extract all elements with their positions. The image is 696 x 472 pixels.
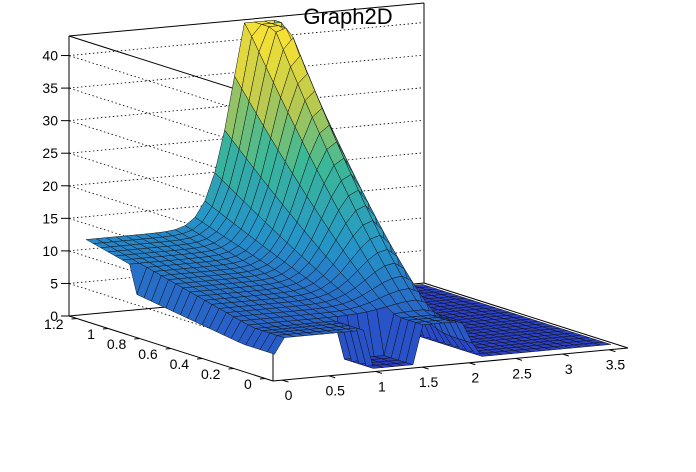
x-tick-label: 2.5 xyxy=(512,365,532,381)
x-tick-label: 3 xyxy=(565,361,573,377)
x-tick-label: 3.5 xyxy=(606,357,626,373)
z-tick-label: 5 xyxy=(50,275,58,291)
y-tick-label: 1 xyxy=(87,326,95,342)
z-tick-label: 40 xyxy=(42,48,58,64)
y-tick-label: 0 xyxy=(244,376,252,392)
box-edge xyxy=(68,2,425,37)
x-tick xyxy=(609,349,616,353)
z-tick-label: 15 xyxy=(42,210,58,226)
x-tick xyxy=(515,357,523,361)
x-tick xyxy=(328,375,336,379)
x-tick-label: 1.5 xyxy=(419,374,439,390)
grid-line-back xyxy=(68,87,425,122)
x-tick xyxy=(422,366,429,370)
surface-mesh xyxy=(85,19,611,369)
z-tick-label: 35 xyxy=(42,80,58,96)
y-tick-label: 1.2 xyxy=(44,316,64,332)
x-tick xyxy=(282,379,289,383)
grid-line-back xyxy=(68,22,425,56)
x-tick-label: 0.5 xyxy=(325,383,345,399)
x-tick-label: 2 xyxy=(471,370,479,386)
y-tick-label: 0.2 xyxy=(201,366,221,382)
z-tick-label: 10 xyxy=(42,243,58,259)
x-tick xyxy=(562,353,569,357)
box-edge xyxy=(272,347,629,382)
x-tick-label: 1 xyxy=(378,378,386,394)
x-tick xyxy=(375,370,383,374)
z-tick-label: 25 xyxy=(42,145,58,161)
y-tick-label: 0.8 xyxy=(107,336,127,352)
z-tick-label: 30 xyxy=(42,113,58,129)
x-tick-label: 0 xyxy=(285,387,293,403)
grid-line-back xyxy=(68,152,425,187)
grid-line-back xyxy=(68,54,425,89)
surface-cell xyxy=(593,341,611,346)
grid-line-back xyxy=(68,119,425,154)
y-tick-label: 0.6 xyxy=(138,346,158,362)
chart-title: Graph2D xyxy=(303,4,393,29)
front-frame xyxy=(272,282,629,382)
z-tick-label: 20 xyxy=(42,178,58,194)
z-tick-label: 0 xyxy=(50,308,58,324)
grid-line-back xyxy=(68,184,425,219)
box-edge xyxy=(423,282,629,349)
y-tick-label: 0.4 xyxy=(170,356,190,372)
x-tick xyxy=(469,362,476,366)
axes: 0 0.5 1 1.5 2 2.5 3 3.500.20.40.60.811.20510152… xyxy=(42,48,625,404)
